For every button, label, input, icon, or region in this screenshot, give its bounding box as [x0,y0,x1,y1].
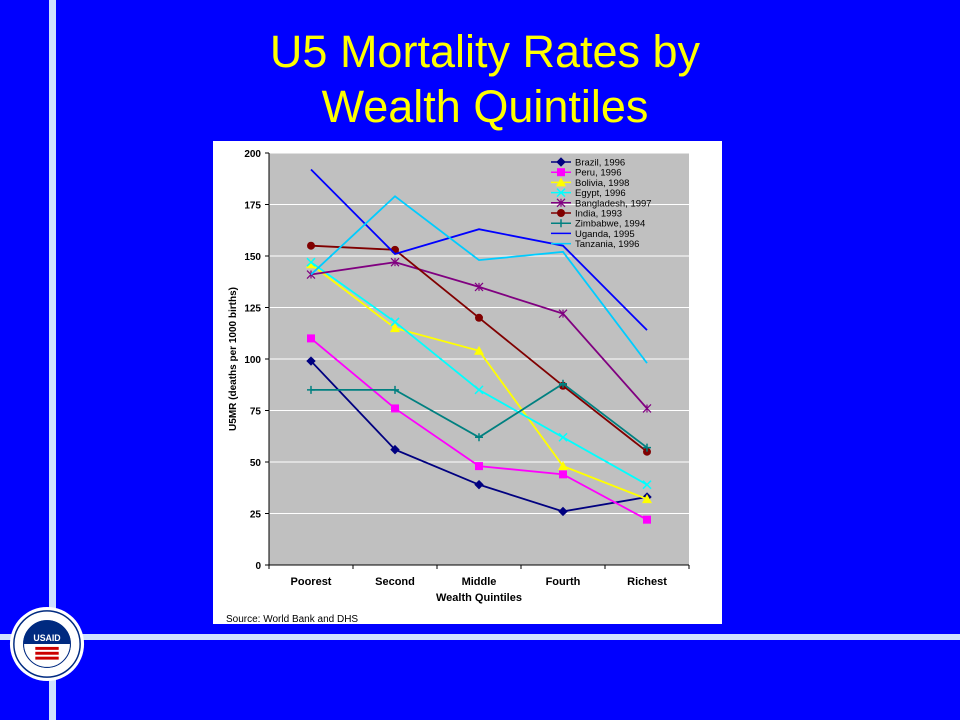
y-tick-label: 75 [250,407,262,418]
x-tick-label: Middle [462,576,497,588]
data-point [306,356,316,366]
accent-vertical-bar [49,0,56,720]
legend-label: Tanzania, 1996 [575,239,639,250]
data-point [474,282,484,292]
series-line-7 [310,168,648,331]
data-point [642,480,652,490]
y-tick-label: 25 [250,510,262,521]
legend-marker [557,219,565,228]
legend-label: India, 1993 [575,209,622,220]
data-point [559,379,567,388]
legend-marker [556,177,566,187]
y-tick-label: 125 [244,304,261,315]
data-point [643,443,651,452]
legend-label: Uganda, 1995 [575,229,635,240]
data-point [475,313,483,322]
y-tick-label: 50 [250,458,262,469]
y-tick-label: 175 [244,201,261,212]
data-point [391,404,399,413]
title-line-2: Wealth Quintiles [321,81,649,132]
x-tick-label: Richest [627,576,667,588]
x-axis-label: Wealth Quintiles [436,592,522,604]
legend-label: Egypt, 1996 [575,188,626,199]
seal-text: USAID [33,633,60,643]
y-tick-label: 200 [244,149,261,160]
y-tick-label: 150 [244,252,261,263]
data-point [474,479,484,490]
x-tick-label: Poorest [291,576,332,588]
y-tick-label: 0 [255,561,261,572]
data-point [475,462,483,471]
data-point [390,323,400,333]
chart-container: 0 25 50 75 100 125 150 175 200 Poorest Second Middl… [213,141,722,625]
series-line-8 [310,195,648,364]
data-point [558,461,568,471]
data-point [558,506,568,517]
data-point [642,404,652,413]
data-point [390,444,400,455]
data-point [391,385,399,394]
data-point [475,433,483,442]
title-line-1: U5 Mortality Rates by [269,26,701,77]
usaid-seal-logo: USAID [9,606,85,682]
data-point [307,241,315,250]
data-point [558,309,568,319]
legend-label: Peru, 1996 [575,168,621,179]
data-point [306,259,316,269]
legend-label: Brazil, 1996 [575,158,625,169]
legend-label: Zimbabwe, 1994 [575,219,645,230]
data-point [474,345,484,355]
data-point [643,515,651,524]
data-point [642,494,652,504]
data-point [474,385,484,395]
data-point [558,432,568,442]
legend-marker [556,188,566,198]
accent-horizontal-bar [0,634,960,640]
x-tick-label: Fourth [546,576,581,588]
mortality-line-chart: 0 25 50 75 100 125 150 175 200 Poorest Second Middl… [228,149,690,604]
legend-label: Bangladesh, 1997 [575,198,652,209]
source-note: Source: World Bank and DHS [226,614,359,625]
y-axis-label: U5MR (deaths per 1000 births) [228,287,239,431]
y-tick-label: 100 [244,355,261,366]
data-point [307,385,315,394]
data-point [306,257,316,267]
legend-marker [557,209,565,217]
legend-marker [556,157,566,167]
legend-marker [557,168,565,177]
data-point [559,470,567,479]
data-point [390,257,400,267]
data-point [390,317,400,327]
legend-marker [556,198,566,208]
legend-label: Bolivia, 1998 [575,178,629,189]
x-tick-label: Second [375,576,415,588]
data-point [307,334,315,343]
data-point [643,447,651,456]
slide-title: U5 Mortality Rates by Wealth Quintiles [175,24,795,134]
